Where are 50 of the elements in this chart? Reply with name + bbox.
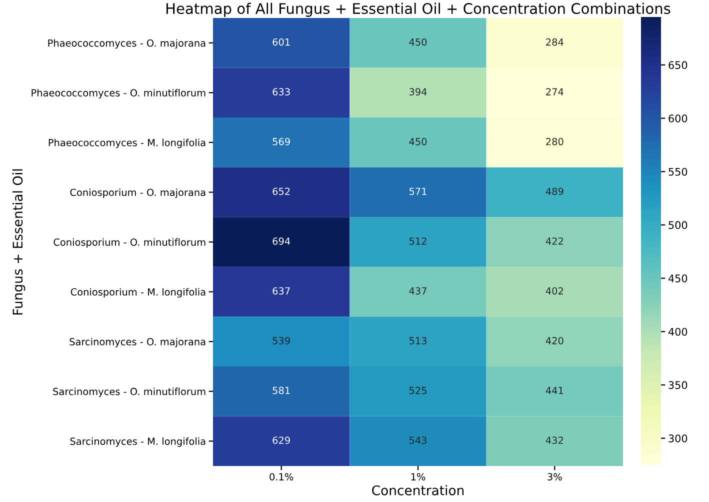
data-label: 402: [546, 287, 563, 295]
data-label: 422: [546, 237, 563, 245]
color-bar-label: 600: [668, 114, 688, 122]
data-label: 489: [546, 188, 564, 196]
y-tick-label: Sarcinomyces - M. longifolia: [70, 437, 206, 447]
y-tick-label: Coniosporium - M. longifolia: [70, 288, 206, 298]
data-label: 637: [272, 287, 290, 295]
y-tick-label: Coniosporium - O. majorana: [70, 188, 206, 198]
data-label: 629: [272, 436, 290, 444]
color-bar-label: 650: [668, 61, 688, 70]
data-label: 280: [546, 138, 564, 146]
y-axis-title: Fungus + Essential Oil: [12, 169, 26, 315]
data-label: 437: [409, 287, 426, 295]
data-label: 633: [272, 88, 290, 96]
data-label: 512: [409, 237, 426, 245]
chart-title: Heatmap of All Fungus + Essential Oil + Concentration Combinations: [166, 2, 670, 17]
y-tick-label: Sarcinomyces - O. minutiflorum: [53, 388, 206, 398]
data-label: 539: [272, 337, 290, 344]
data-label: 284: [546, 38, 564, 46]
data-label: 543: [409, 436, 426, 444]
data-label: 394: [409, 88, 427, 96]
data-label: 581: [272, 386, 290, 394]
y-tick-label: Phaeococcomyces - O. minutiflorum: [32, 88, 206, 98]
y-tick-label: Phaeococcomyces - O. majorana: [48, 39, 206, 49]
y-tick-label: Coniosporium - O. minutiflorum: [54, 238, 206, 248]
data-label: 569: [272, 138, 290, 146]
x-tick-label: 3%: [548, 473, 562, 480]
data-label: 652: [272, 188, 290, 196]
x-tick-label: 1%: [411, 473, 426, 480]
data-label: 432: [546, 436, 563, 444]
y-tick-label: Sarcinomyces - O. majorana: [70, 338, 206, 348]
data-label: 441: [546, 386, 564, 394]
data-label: 694: [272, 237, 290, 245]
color-bar-label: 550: [668, 168, 688, 176]
data-label: 450: [409, 38, 427, 46]
color-bar-label: 500: [668, 221, 688, 230]
data-label: 571: [409, 188, 426, 196]
data-label: 450: [409, 138, 427, 146]
color-bar-label: 450: [668, 274, 688, 282]
data-label: 274: [546, 88, 564, 96]
color-bar-label: 400: [668, 328, 688, 336]
color-bar-label: 350: [668, 381, 688, 390]
x-axis-title: Concentration: [372, 485, 464, 496]
data-label: 513: [409, 337, 426, 344]
data-label: 420: [546, 337, 564, 344]
data-label: 601: [272, 38, 290, 46]
x-tick-label: 0.1%: [270, 473, 294, 480]
color-bar-label: 300: [668, 434, 688, 442]
data-label: 525: [409, 386, 426, 394]
y-tick-label: Phaeococcomyces - M. longifolia: [48, 138, 206, 148]
